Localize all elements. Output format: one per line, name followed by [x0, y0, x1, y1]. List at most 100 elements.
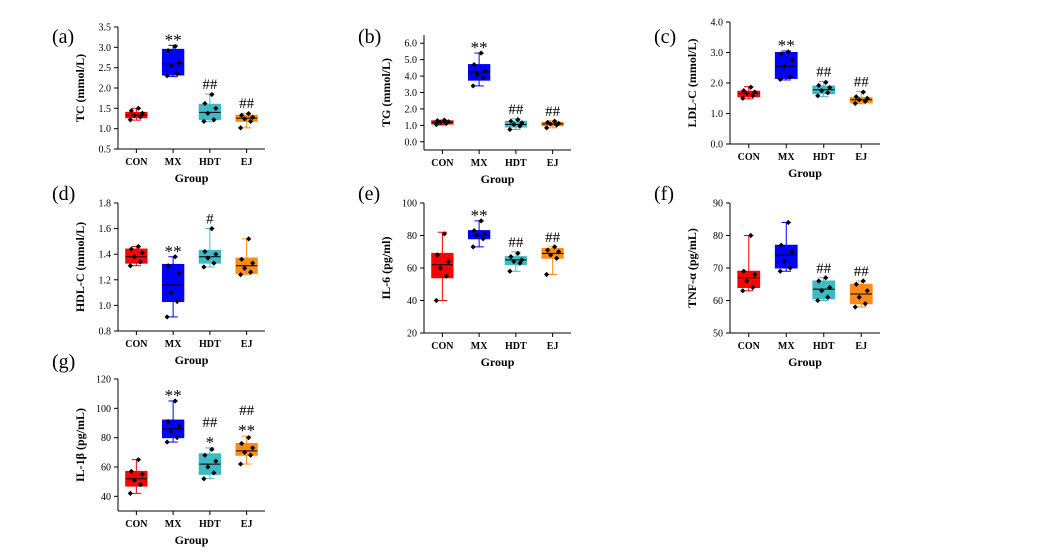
y-tick-label: 0.0: [711, 140, 724, 151]
x-tick-label: MX: [778, 341, 795, 352]
data-point: [250, 260, 256, 266]
data-point: [205, 464, 211, 470]
box-mx: [774, 244, 798, 269]
data-point: [556, 249, 562, 255]
x-axis-label: Group: [175, 533, 209, 547]
data-point: [209, 446, 215, 452]
data-point: [778, 242, 784, 248]
data-point: [508, 254, 514, 260]
data-point: [135, 457, 141, 463]
data-point: [172, 398, 178, 404]
y-tick-label: 2.5: [99, 63, 112, 74]
data-point: [507, 126, 513, 133]
data-point: [135, 243, 141, 250]
x-tick-label: MX: [165, 339, 182, 350]
significance-mark: ##: [239, 403, 255, 419]
data-point: [441, 117, 447, 123]
data-point: [176, 423, 182, 429]
data-point: [172, 254, 178, 260]
data-point: [741, 88, 747, 94]
significance-mark: *: [206, 433, 215, 452]
data-point: [864, 95, 870, 101]
data-point: [213, 105, 219, 111]
data-point: [434, 118, 440, 124]
data-point: [139, 471, 145, 477]
y-tick-label: 1.0: [405, 121, 418, 132]
x-axis-label: Group: [481, 172, 515, 186]
data-point: [209, 91, 215, 98]
data-point: [209, 226, 215, 232]
data-point: [740, 288, 746, 294]
data-point: [860, 89, 866, 95]
data-point: [172, 43, 178, 50]
significance-mark: #: [206, 212, 214, 228]
data-point: [787, 74, 793, 80]
data-point: [137, 482, 143, 488]
data-point: [139, 250, 145, 256]
significance-mark: **: [471, 206, 488, 225]
data-point: [445, 258, 451, 265]
y-axis-label: TNF-α (pg/mL): [685, 228, 699, 308]
data-point: [517, 260, 523, 266]
data-point: [825, 294, 831, 300]
data-point: [544, 125, 550, 131]
y-axis-label: LDL-C (mmol/L): [685, 39, 699, 128]
x-tick-label: CON: [431, 158, 454, 169]
y-tick-label: 100: [96, 404, 111, 415]
data-point: [777, 268, 783, 274]
chart-panel-1: (a) 0.5 1.0 1.5 2.0 2.5 3.0 3.5 TC (mmol/L) Group…: [52, 23, 265, 185]
data-point: [778, 51, 784, 57]
y-axis-label: TG (mmol/L): [379, 58, 393, 127]
x-tick-label: HDT: [199, 157, 221, 168]
data-point: [519, 120, 525, 126]
data-point: [213, 458, 219, 464]
significance-mark: ##: [545, 230, 561, 246]
chart-panel-4: (d) 0.8 1.0 1.2 1.4 1.6 1.8 HDL-C (mmol/L) Group…: [52, 183, 265, 367]
x-tick-label: HDT: [505, 158, 527, 169]
y-tick-label: 80: [407, 231, 417, 242]
data-point: [748, 232, 754, 239]
data-point: [202, 452, 208, 458]
y-tick-label: 2.0: [99, 84, 112, 95]
data-point: [852, 100, 858, 107]
data-point: [131, 477, 137, 483]
data-point: [164, 439, 170, 445]
data-point: [433, 297, 439, 304]
data-point: [248, 452, 254, 458]
box-mx: [161, 48, 185, 76]
data-point: [862, 301, 868, 307]
data-point: [174, 71, 180, 77]
data-point: [165, 47, 171, 54]
data-point: [201, 264, 207, 270]
x-axis-label: Group: [481, 355, 515, 369]
data-point: [515, 117, 521, 123]
data-point: [443, 273, 449, 279]
chart-panel-6: (f) 50 60 70 80 90 TNF-α (pg/mL) Group CON MX HDT E…: [654, 183, 880, 369]
data-point: [137, 114, 143, 120]
y-tick-label: 80: [713, 231, 723, 242]
data-point: [480, 236, 486, 242]
data-point: [548, 252, 554, 258]
data-point: [248, 118, 254, 124]
panel-label: (e): [358, 183, 380, 205]
y-tick-label: 80: [101, 433, 111, 444]
data-point: [139, 110, 145, 116]
significance-mark: ##: [508, 102, 524, 118]
data-point: [781, 258, 787, 265]
data-point: [474, 232, 480, 239]
data-point: [127, 117, 133, 123]
y-tick-label: 3.0: [711, 48, 724, 59]
data-point: [823, 79, 829, 85]
data-point: [213, 251, 219, 257]
x-tick-label: EJ: [547, 341, 559, 352]
y-tick-label: 70: [713, 264, 723, 275]
data-point: [131, 254, 137, 260]
data-point: [748, 84, 754, 90]
data-point: [470, 244, 476, 250]
y-tick-label: 1.6: [99, 224, 112, 235]
y-axis-label: TC (mmol/L): [73, 54, 87, 122]
data-point: [545, 119, 551, 125]
x-tick-label: HDT: [813, 152, 835, 163]
